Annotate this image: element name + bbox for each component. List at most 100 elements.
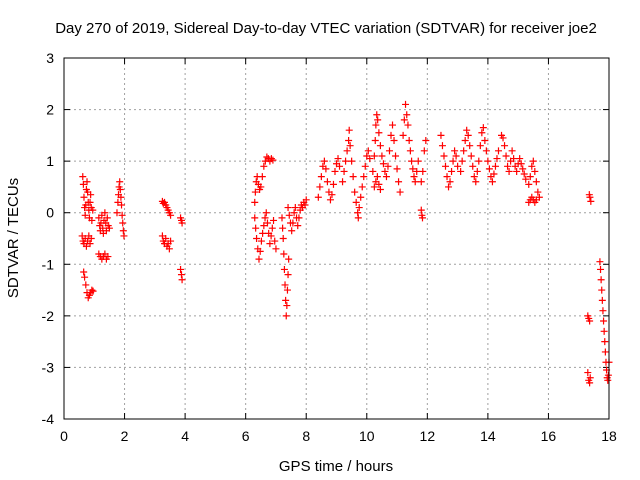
x-tick-label: 18 [601,428,617,444]
data-point [451,147,459,155]
data-point [491,162,499,170]
data-point [484,157,492,165]
data-point [178,219,186,227]
data-point [103,214,111,222]
data-point [501,142,509,150]
data-point [475,157,483,165]
data-point [257,237,265,245]
data-point [371,137,379,145]
data-point [261,214,269,222]
data-point [285,211,293,219]
data-point [361,162,369,170]
y-tick-label: 0 [46,205,54,221]
data-point [460,147,468,155]
y-tick-label: -3 [42,359,55,375]
data-point [508,147,516,155]
data-point [351,188,359,196]
data-point [414,157,422,165]
data-point [457,167,465,175]
data-point [80,268,88,276]
data-point [479,124,487,132]
data-point [584,369,592,377]
data-point [598,286,606,294]
x-axis-label: GPS time / hours [279,458,393,475]
data-point [86,240,94,248]
data-point [373,173,381,181]
data-point [502,152,510,160]
data-point [476,142,484,150]
data-point [519,165,527,173]
data-point [408,157,416,165]
data-point [118,211,126,219]
data-point [260,162,268,170]
data-point [328,191,336,199]
data-point [255,255,263,263]
data-point [464,131,472,139]
data-point [488,178,496,186]
data-point [532,196,540,204]
chart-title: Day 270 of 2019, Sidereal Day-to-day VTE… [55,20,597,37]
data-point [384,162,392,170]
data-point [379,160,387,168]
data-point [586,374,594,382]
data-point [493,155,501,163]
data-point [88,286,96,294]
data-point [470,173,478,181]
data-point [400,116,408,124]
data-point [86,198,94,206]
data-point [403,111,411,119]
data-point [346,142,354,150]
data-point [280,265,288,273]
data-point [452,152,460,160]
data-point [478,129,486,137]
axis-ticks [63,57,610,420]
data-point [413,167,421,175]
data-point [600,327,608,335]
data-point [387,131,395,139]
x-tick-label: 12 [420,428,436,444]
data-point [586,193,594,201]
data-point [466,142,474,150]
data-point [82,242,90,250]
data-point [87,235,95,242]
plot-frame [63,57,610,420]
x-tick-label: 6 [242,428,250,444]
data-point [586,317,594,325]
data-point [532,178,540,186]
y-axis-label: SDTVAR / TECUs [5,178,22,298]
data-point [263,219,271,227]
data-point [89,206,97,214]
data-point [271,237,279,245]
data-point [260,222,268,230]
data-point [177,265,185,273]
data-point [251,188,259,196]
data-point [494,147,502,155]
data-point [118,201,126,209]
data-point [417,178,425,186]
data-point [284,271,292,279]
x-tick-label: 8 [302,428,310,444]
data-point [417,206,425,214]
data-point [270,216,278,224]
data-point [604,371,612,379]
data-point [376,186,384,194]
data-point [267,232,275,240]
data-point [259,229,267,237]
data-point [80,193,88,201]
data-point [513,167,521,175]
data-point [167,211,175,219]
data-point [599,307,607,315]
data-point [320,157,328,165]
data-point [442,162,449,170]
data-point [291,204,299,212]
data-point [399,131,407,139]
data-point [165,245,173,253]
data-point [83,178,91,186]
data-point [529,157,537,165]
data-point [600,317,608,325]
data-point [167,237,175,245]
data-point [358,183,366,191]
data-point [385,147,393,155]
data-point [411,178,419,186]
